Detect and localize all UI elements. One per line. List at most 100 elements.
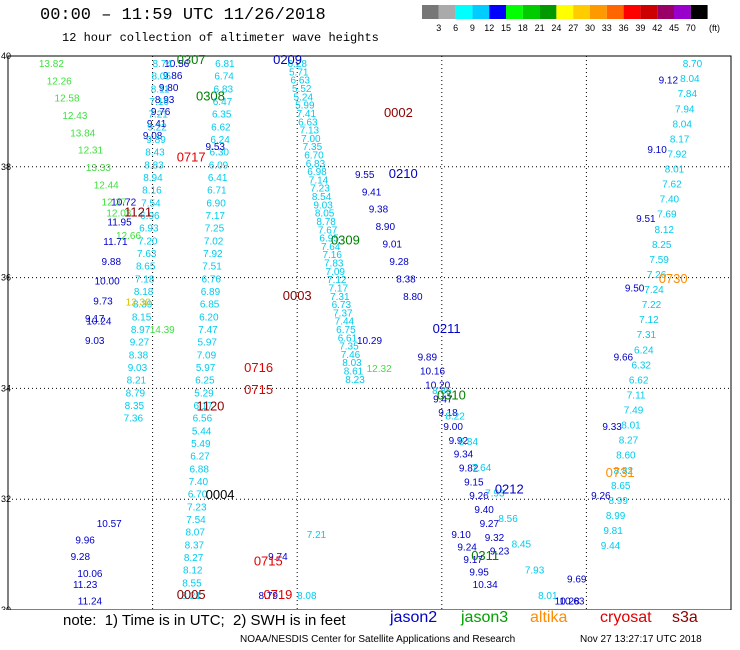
wave-height-value: 7.69	[657, 210, 677, 221]
wave-height-value: 7.47	[198, 325, 218, 336]
wave-height-value: 10.16	[420, 367, 445, 378]
wave-height-value: 9.38	[369, 205, 389, 216]
wave-height-value: 12.58	[55, 94, 80, 105]
wave-height-value: 6.27	[190, 452, 210, 463]
wave-height-value: 8.23	[345, 375, 365, 386]
wave-height-value: 6.17	[193, 401, 213, 412]
wave-height-value: 7.26	[647, 270, 667, 281]
wave-height-value: 13.84	[70, 128, 95, 139]
scale-swatch	[640, 5, 658, 19]
page-title: 00:00 – 11:59 UTC 11/26/2018	[40, 6, 326, 25]
wave-height-value: 12.66	[116, 231, 141, 242]
wave-height-value: 10.24	[86, 316, 111, 327]
wave-height-value: 6.62	[211, 122, 231, 133]
wave-height-value: 7.40	[189, 477, 209, 488]
wave-height-value: 6.76	[202, 274, 222, 285]
wave-height-value: 7.37	[333, 308, 353, 319]
wave-height-value: 5.29	[194, 388, 214, 399]
scale-swatch	[590, 5, 607, 19]
wave-height-value: 8.97	[131, 325, 151, 336]
pass-time-label: 1120	[196, 399, 224, 414]
scale-swatch	[606, 5, 624, 19]
wave-height-value: 12.03	[106, 209, 131, 220]
wave-height-value: 8.05	[151, 72, 171, 83]
footnote: note: 1) Time is in UTC; 2) SWH is in fe…	[63, 612, 346, 629]
wave-height-value: 7.11	[627, 390, 646, 401]
wave-height-value: 6.83	[214, 84, 234, 95]
scale-label: 30	[585, 23, 595, 33]
wave-height-value: 10.56	[164, 59, 189, 70]
wave-height-value: 8.12	[655, 225, 675, 236]
wave-height-value: 6.24	[210, 135, 230, 146]
pass-time-label: 0311	[471, 548, 499, 563]
wave-height-value: 7.94	[675, 104, 695, 115]
wave-height-value: 8.60	[616, 451, 636, 462]
scale-swatch	[455, 5, 473, 19]
latitude-label: 32	[1, 494, 11, 504]
wave-height-value: 7.09	[326, 267, 346, 278]
wave-height-value: 9.18	[438, 408, 458, 419]
wave-height-value: 9.86	[163, 71, 183, 82]
wave-height-value: 6.63	[298, 117, 318, 128]
wave-height-value: 9.76	[151, 107, 171, 118]
scale-label: 36	[619, 23, 629, 33]
wave-height-value: 12.30	[126, 297, 151, 308]
wave-height-value: 6.56	[193, 414, 213, 425]
wave-height-value: 8.25	[652, 240, 672, 251]
wave-height-value: 9.50	[625, 283, 645, 294]
wave-height-value: 11.95	[107, 217, 132, 228]
wave-height-value: 9.27	[480, 519, 500, 530]
pass-time-label: 0719	[263, 587, 292, 602]
wave-height-value: 7.93	[485, 488, 505, 499]
wave-height-value: 9.15	[464, 477, 484, 488]
pass-time-label: 0212	[495, 482, 524, 497]
scale-label: 33	[602, 23, 612, 33]
scale-swatch	[472, 5, 490, 19]
wave-height-value: 8.79	[259, 591, 279, 602]
wave-height-value: 7.67	[318, 225, 338, 236]
pass-time-label: 0211	[433, 321, 461, 336]
wave-height-value: 9.53	[206, 142, 226, 153]
wave-height-value: 6.73	[332, 300, 352, 311]
scale-label: 70	[686, 23, 696, 33]
wave-height-value: 9.24	[457, 542, 477, 553]
wave-height-value: 5.71	[289, 67, 309, 78]
scale-swatch	[506, 5, 523, 19]
wave-height-value: 6.83	[306, 159, 326, 170]
wave-height-value: 12.32	[367, 364, 392, 375]
wave-height-value: 7.17	[329, 283, 349, 294]
wave-height-value: 7.35	[303, 142, 323, 153]
wave-height-value: 8.39	[133, 300, 153, 311]
wave-height-value: 6.63	[291, 76, 311, 87]
wave-height-value: 8.54	[312, 192, 332, 203]
wave-height-value: 9.23	[490, 547, 510, 558]
wave-height-value: 9.41	[362, 187, 382, 198]
wave-height-value: 7.12	[639, 315, 659, 326]
wave-height-value: 6.89	[201, 287, 221, 298]
map-frame	[7, 55, 732, 610]
wave-height-value: 9.95	[469, 567, 489, 578]
wave-height-value: 8.55	[182, 578, 202, 589]
wave-height-value: 7.23	[310, 184, 330, 195]
wave-height-value: 8.85	[432, 386, 452, 397]
wave-height-value: 9.82	[459, 464, 479, 475]
wave-height-value: 8.04	[680, 74, 700, 85]
page-subtitle: 12 hour collection of altimeter wave hei…	[62, 31, 379, 45]
scale-label: 45	[669, 23, 679, 33]
wave-height-value: 8.94	[143, 173, 163, 184]
scale-swatch	[573, 5, 590, 19]
color-scale-legend: 3 6 9 12 15 18 21 24 27 30 33 36 39 42 45 70 (ft)	[422, 5, 720, 33]
wave-height-value: 9.55	[355, 170, 375, 181]
wave-height-value: 7.64	[321, 242, 341, 253]
wave-height-value: 8.01	[538, 591, 558, 602]
scale-label: 18	[518, 23, 528, 33]
pass-time-label: 0307	[177, 52, 206, 67]
wave-height-value: 6.47	[213, 97, 233, 108]
wave-height-value: 6.95	[319, 234, 339, 245]
scale-swatch	[539, 5, 557, 19]
wave-height-value: 9.66	[614, 353, 634, 364]
wave-height-value: 9.74	[268, 552, 288, 563]
wave-height-value: 8.79	[126, 388, 146, 399]
pass-time-label: 0004	[206, 487, 235, 502]
scale-swatch	[489, 5, 506, 19]
